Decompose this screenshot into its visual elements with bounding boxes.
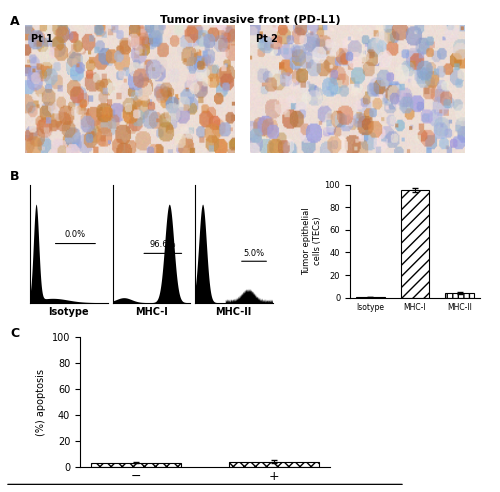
Text: 0.0%: 0.0% xyxy=(65,230,86,239)
Text: C: C xyxy=(10,327,19,340)
Y-axis label: Tumor epithelial
cells (TECs): Tumor epithelial cells (TECs) xyxy=(302,207,322,275)
Bar xyxy=(229,461,318,467)
Text: Tumor invasive front (PD-L1): Tumor invasive front (PD-L1) xyxy=(160,15,340,25)
X-axis label: MHC-I: MHC-I xyxy=(135,307,168,317)
Bar xyxy=(445,293,474,298)
Text: 5.0%: 5.0% xyxy=(244,249,264,258)
X-axis label: Isotype: Isotype xyxy=(48,307,89,317)
Bar xyxy=(356,297,385,298)
X-axis label: MHC-II: MHC-II xyxy=(216,307,252,317)
Text: B: B xyxy=(10,170,20,183)
Y-axis label: (%) apoptosis: (%) apoptosis xyxy=(36,369,46,436)
Bar xyxy=(400,190,430,298)
Bar xyxy=(92,463,181,467)
Text: A: A xyxy=(10,15,20,28)
Text: 96.6%: 96.6% xyxy=(150,241,176,249)
Text: Pt 2: Pt 2 xyxy=(256,33,278,44)
Text: Pt 1: Pt 1 xyxy=(32,33,53,44)
